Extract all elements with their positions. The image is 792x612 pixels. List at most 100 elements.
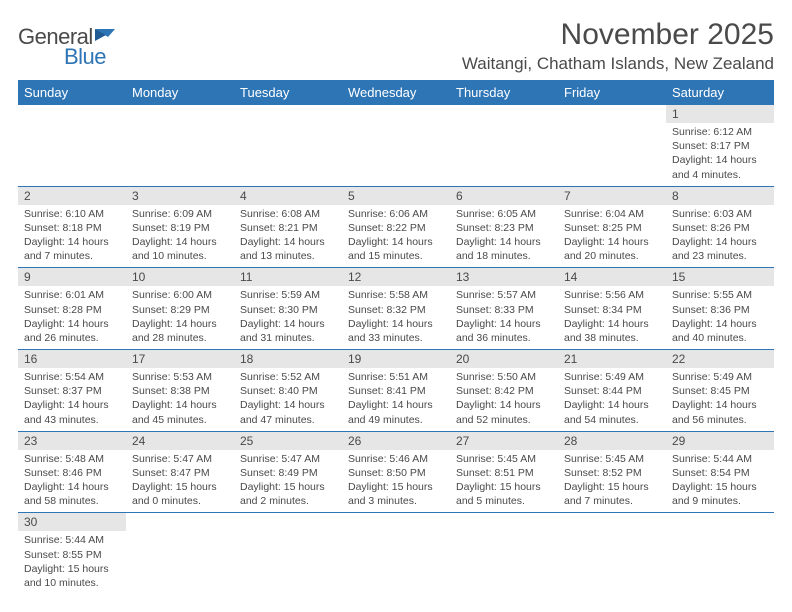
calendar-cell: 21Sunrise: 5:49 AMSunset: 8:44 PMDayligh… xyxy=(558,350,666,432)
calendar-cell: 3Sunrise: 6:09 AMSunset: 8:19 PMDaylight… xyxy=(126,186,234,268)
day-details: Sunrise: 5:48 AMSunset: 8:46 PMDaylight:… xyxy=(18,450,126,513)
calendar-cell xyxy=(450,105,558,186)
day-details: Sunrise: 6:08 AMSunset: 8:21 PMDaylight:… xyxy=(234,205,342,268)
day-details: Sunrise: 5:49 AMSunset: 8:45 PMDaylight:… xyxy=(666,368,774,431)
day-number: 7 xyxy=(558,187,666,205)
calendar-cell: 7Sunrise: 6:04 AMSunset: 8:25 PMDaylight… xyxy=(558,186,666,268)
day-details: Sunrise: 6:01 AMSunset: 8:28 PMDaylight:… xyxy=(18,286,126,349)
day-number: 27 xyxy=(450,432,558,450)
calendar-cell: 30Sunrise: 5:44 AMSunset: 8:55 PMDayligh… xyxy=(18,513,126,594)
day-number: 13 xyxy=(450,268,558,286)
calendar-cell: 23Sunrise: 5:48 AMSunset: 8:46 PMDayligh… xyxy=(18,431,126,513)
day-details: Sunrise: 6:04 AMSunset: 8:25 PMDaylight:… xyxy=(558,205,666,268)
calendar-cell: 15Sunrise: 5:55 AMSunset: 8:36 PMDayligh… xyxy=(666,268,774,350)
calendar-cell xyxy=(342,513,450,594)
calendar-cell xyxy=(558,513,666,594)
day-number: 12 xyxy=(342,268,450,286)
calendar-cell xyxy=(126,105,234,186)
day-details: Sunrise: 5:54 AMSunset: 8:37 PMDaylight:… xyxy=(18,368,126,431)
day-details: Sunrise: 5:45 AMSunset: 8:51 PMDaylight:… xyxy=(450,450,558,513)
weekday-header: Monday xyxy=(126,80,234,105)
title-block: November 2025 Waitangi, Chatham Islands,… xyxy=(462,18,774,74)
day-details: Sunrise: 5:57 AMSunset: 8:33 PMDaylight:… xyxy=(450,286,558,349)
calendar-cell: 19Sunrise: 5:51 AMSunset: 8:41 PMDayligh… xyxy=(342,350,450,432)
day-details: Sunrise: 6:00 AMSunset: 8:29 PMDaylight:… xyxy=(126,286,234,349)
day-number: 6 xyxy=(450,187,558,205)
day-details: Sunrise: 5:58 AMSunset: 8:32 PMDaylight:… xyxy=(342,286,450,349)
weekday-header: Thursday xyxy=(450,80,558,105)
day-details: Sunrise: 5:56 AMSunset: 8:34 PMDaylight:… xyxy=(558,286,666,349)
calendar-cell xyxy=(450,513,558,594)
calendar-cell: 9Sunrise: 6:01 AMSunset: 8:28 PMDaylight… xyxy=(18,268,126,350)
day-number: 1 xyxy=(666,105,774,123)
day-details: Sunrise: 5:59 AMSunset: 8:30 PMDaylight:… xyxy=(234,286,342,349)
logo-text-blue: Blue xyxy=(64,44,106,69)
day-number: 20 xyxy=(450,350,558,368)
day-details: Sunrise: 6:06 AMSunset: 8:22 PMDaylight:… xyxy=(342,205,450,268)
calendar-cell: 6Sunrise: 6:05 AMSunset: 8:23 PMDaylight… xyxy=(450,186,558,268)
day-details: Sunrise: 6:12 AMSunset: 8:17 PMDaylight:… xyxy=(666,123,774,186)
calendar-cell: 14Sunrise: 5:56 AMSunset: 8:34 PMDayligh… xyxy=(558,268,666,350)
weekday-header: Friday xyxy=(558,80,666,105)
day-number: 11 xyxy=(234,268,342,286)
calendar-cell: 13Sunrise: 5:57 AMSunset: 8:33 PMDayligh… xyxy=(450,268,558,350)
calendar-cell: 16Sunrise: 5:54 AMSunset: 8:37 PMDayligh… xyxy=(18,350,126,432)
day-number: 17 xyxy=(126,350,234,368)
day-number: 4 xyxy=(234,187,342,205)
calendar-cell: 4Sunrise: 6:08 AMSunset: 8:21 PMDaylight… xyxy=(234,186,342,268)
day-details: Sunrise: 6:09 AMSunset: 8:19 PMDaylight:… xyxy=(126,205,234,268)
calendar-cell: 25Sunrise: 5:47 AMSunset: 8:49 PMDayligh… xyxy=(234,431,342,513)
calendar-cell xyxy=(234,105,342,186)
day-number: 25 xyxy=(234,432,342,450)
day-number: 9 xyxy=(18,268,126,286)
logo-line2: Blue xyxy=(18,44,106,70)
location: Waitangi, Chatham Islands, New Zealand xyxy=(462,54,774,74)
day-details: Sunrise: 5:55 AMSunset: 8:36 PMDaylight:… xyxy=(666,286,774,349)
day-number: 14 xyxy=(558,268,666,286)
calendar-cell: 17Sunrise: 5:53 AMSunset: 8:38 PMDayligh… xyxy=(126,350,234,432)
day-details: Sunrise: 6:03 AMSunset: 8:26 PMDaylight:… xyxy=(666,205,774,268)
day-details: Sunrise: 5:49 AMSunset: 8:44 PMDaylight:… xyxy=(558,368,666,431)
calendar-table: SundayMondayTuesdayWednesdayThursdayFrid… xyxy=(18,80,774,594)
day-details: Sunrise: 5:45 AMSunset: 8:52 PMDaylight:… xyxy=(558,450,666,513)
day-number: 21 xyxy=(558,350,666,368)
day-number: 29 xyxy=(666,432,774,450)
calendar-cell: 11Sunrise: 5:59 AMSunset: 8:30 PMDayligh… xyxy=(234,268,342,350)
day-number: 3 xyxy=(126,187,234,205)
calendar-cell: 10Sunrise: 6:00 AMSunset: 8:29 PMDayligh… xyxy=(126,268,234,350)
day-details: Sunrise: 5:51 AMSunset: 8:41 PMDaylight:… xyxy=(342,368,450,431)
day-number: 5 xyxy=(342,187,450,205)
day-number: 26 xyxy=(342,432,450,450)
calendar-cell: 1Sunrise: 6:12 AMSunset: 8:17 PMDaylight… xyxy=(666,105,774,186)
day-details: Sunrise: 5:47 AMSunset: 8:49 PMDaylight:… xyxy=(234,450,342,513)
calendar-head: SundayMondayTuesdayWednesdayThursdayFrid… xyxy=(18,80,774,105)
day-number: 15 xyxy=(666,268,774,286)
calendar-cell xyxy=(666,513,774,594)
calendar-cell: 12Sunrise: 5:58 AMSunset: 8:32 PMDayligh… xyxy=(342,268,450,350)
calendar-cell: 28Sunrise: 5:45 AMSunset: 8:52 PMDayligh… xyxy=(558,431,666,513)
day-number: 19 xyxy=(342,350,450,368)
day-details: Sunrise: 6:05 AMSunset: 8:23 PMDaylight:… xyxy=(450,205,558,268)
day-details: Sunrise: 5:46 AMSunset: 8:50 PMDaylight:… xyxy=(342,450,450,513)
calendar-cell xyxy=(18,105,126,186)
calendar-cell: 26Sunrise: 5:46 AMSunset: 8:50 PMDayligh… xyxy=(342,431,450,513)
day-number: 16 xyxy=(18,350,126,368)
weekday-header: Wednesday xyxy=(342,80,450,105)
day-number: 10 xyxy=(126,268,234,286)
calendar-cell: 20Sunrise: 5:50 AMSunset: 8:42 PMDayligh… xyxy=(450,350,558,432)
calendar-cell xyxy=(558,105,666,186)
day-details: Sunrise: 5:50 AMSunset: 8:42 PMDaylight:… xyxy=(450,368,558,431)
day-details: Sunrise: 5:44 AMSunset: 8:54 PMDaylight:… xyxy=(666,450,774,513)
day-number: 8 xyxy=(666,187,774,205)
calendar-cell xyxy=(126,513,234,594)
calendar-cell: 29Sunrise: 5:44 AMSunset: 8:54 PMDayligh… xyxy=(666,431,774,513)
day-number: 22 xyxy=(666,350,774,368)
day-number: 18 xyxy=(234,350,342,368)
weekday-header: Saturday xyxy=(666,80,774,105)
calendar-cell: 27Sunrise: 5:45 AMSunset: 8:51 PMDayligh… xyxy=(450,431,558,513)
day-number: 28 xyxy=(558,432,666,450)
day-details: Sunrise: 5:53 AMSunset: 8:38 PMDaylight:… xyxy=(126,368,234,431)
day-number: 30 xyxy=(18,513,126,531)
calendar-cell xyxy=(234,513,342,594)
calendar-body: 1Sunrise: 6:12 AMSunset: 8:17 PMDaylight… xyxy=(18,105,774,594)
